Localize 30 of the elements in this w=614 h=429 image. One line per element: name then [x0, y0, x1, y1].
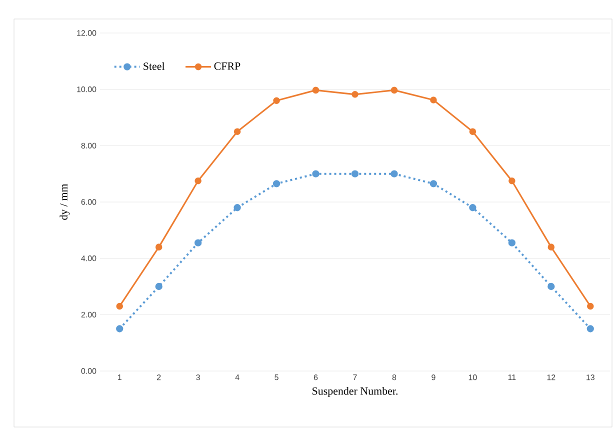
point	[469, 128, 476, 135]
point	[234, 204, 241, 212]
point	[390, 170, 398, 178]
point	[155, 244, 162, 250]
point	[155, 282, 162, 290]
point	[548, 282, 555, 290]
point	[548, 244, 555, 250]
point	[430, 180, 438, 188]
point	[194, 239, 202, 246]
point	[234, 128, 241, 135]
point	[116, 302, 124, 310]
y-axis-title: dy / mm	[60, 184, 70, 220]
point	[430, 96, 437, 104]
point	[390, 86, 398, 94]
point	[508, 239, 516, 246]
point	[352, 91, 358, 98]
point	[312, 170, 320, 178]
point	[116, 325, 124, 332]
point	[587, 302, 594, 310]
point	[586, 325, 594, 332]
point	[273, 97, 280, 104]
legend-label: CFRP	[214, 62, 240, 70]
point	[272, 180, 280, 188]
point	[508, 177, 516, 184]
legend-label: Steel	[144, 62, 165, 70]
point	[351, 170, 359, 178]
x-axis-title: Suspender Number.	[312, 387, 398, 397]
point	[469, 204, 476, 212]
point	[312, 86, 320, 94]
point	[194, 177, 202, 184]
